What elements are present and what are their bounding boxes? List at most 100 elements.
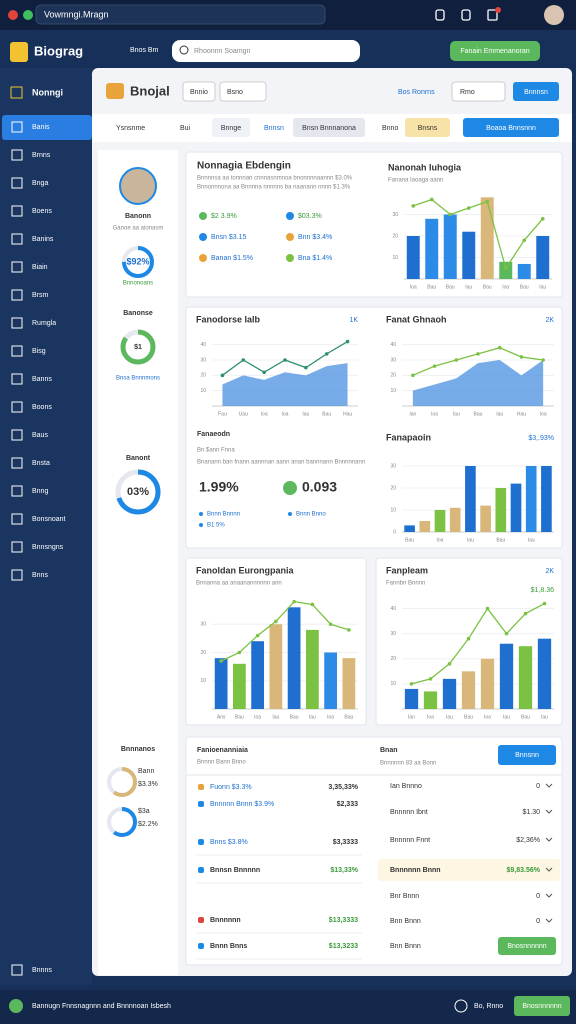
filter-chip[interactable] (405, 118, 450, 137)
label[interactable]: Bnsta (32, 460, 50, 467)
avatar[interactable] (544, 5, 564, 25)
select[interactable] (451, 81, 506, 102)
label[interactable]: Bnga (32, 180, 48, 187)
top-icons (435, 9, 498, 21)
line-dot (411, 204, 416, 208)
search-icon (179, 45, 189, 55)
button[interactable] (498, 745, 556, 765)
kpi-icon (283, 481, 297, 495)
label[interactable]: Bisg (32, 348, 46, 355)
label: Bau (235, 714, 244, 720)
label: Bnnio (190, 89, 208, 96)
label[interactable]: Baus (32, 432, 48, 439)
label: Iau (453, 411, 460, 417)
button[interactable] (514, 996, 570, 1016)
line-dot (283, 358, 287, 362)
line-dot (347, 628, 351, 632)
max-dot[interactable] (23, 10, 33, 20)
label: Bnsa Bnnnmons (116, 376, 160, 382)
label: Fanapaoin (386, 432, 431, 442)
line-dot (324, 352, 329, 356)
sidebar-icon (11, 541, 23, 553)
label: Hau (343, 411, 352, 417)
label: $3,.93% (528, 435, 554, 442)
label: $1.30 (522, 809, 540, 816)
label: Bannugn Fnnsnagnnn and Bnnnnoan Isbesh (32, 1003, 171, 1010)
line-dot (292, 599, 296, 604)
bar (510, 483, 522, 532)
label: Bnan (380, 747, 398, 754)
button[interactable] (498, 937, 556, 955)
label[interactable]: Banis (32, 124, 50, 131)
label: $92% (126, 256, 149, 266)
bar (419, 521, 431, 532)
footer-icon (454, 999, 468, 1013)
label: 10 (390, 388, 396, 394)
label: $9,83.56% (507, 867, 541, 874)
label[interactable]: Bnng (32, 488, 48, 495)
label: Ian (409, 411, 416, 417)
label: $3.3% (138, 781, 158, 788)
line (411, 602, 545, 685)
close-dot[interactable] (8, 10, 18, 20)
label: Bnsn $3.15 (211, 234, 247, 241)
button[interactable] (513, 82, 559, 101)
label: Bnnnnnn (210, 917, 241, 924)
label: Iau (496, 411, 503, 417)
label[interactable]: Bonsnoant (32, 516, 66, 523)
select[interactable] (219, 81, 267, 102)
label: Bnnnnsa aa tonnnan cnnnasnmnoa bnonnnnaa… (197, 176, 353, 182)
label: Bau (322, 411, 331, 417)
chevron[interactable] (545, 893, 553, 898)
label[interactable]: Banins (32, 236, 54, 243)
label: Bsno (227, 89, 243, 96)
line-dot (454, 358, 459, 362)
label: Bnnanna aa anaanannnnnn ann (196, 581, 282, 587)
label: 30 (200, 622, 206, 628)
label: $1 (134, 344, 142, 351)
label: 20 (390, 656, 396, 662)
label[interactable]: Brnns (32, 152, 51, 159)
sidebar-icon (11, 429, 23, 441)
bar (214, 658, 228, 709)
filter-chip[interactable] (212, 118, 250, 137)
header-link[interactable]: Bnos Bm (130, 47, 159, 54)
label: 30 (392, 212, 398, 218)
label[interactable]: Banns (32, 376, 52, 383)
label: Bnnsnn (515, 752, 539, 759)
label[interactable]: Bnnsngns (32, 544, 64, 551)
label: Uau (239, 411, 248, 417)
filter-chip[interactable] (293, 118, 365, 137)
line-dot (476, 352, 480, 356)
sidebar-icon (11, 233, 23, 245)
search-box[interactable] (172, 40, 360, 62)
label: Bnnnanos (121, 746, 155, 753)
select[interactable] (182, 81, 216, 102)
tab[interactable] (35, 4, 326, 25)
label: Bann (138, 768, 154, 775)
label[interactable]: Boens (32, 208, 52, 215)
label[interactable]: Bnns (32, 572, 48, 579)
label: Bnsns (418, 125, 438, 132)
label[interactable]: Boons (32, 404, 52, 411)
label[interactable]: Brsm (32, 292, 49, 299)
panel-logo (106, 83, 124, 99)
label[interactable]: Rumgla (32, 320, 56, 327)
label: Bnnsn (264, 125, 284, 132)
filter-chip[interactable] (463, 118, 559, 137)
header-button[interactable] (450, 41, 540, 61)
label: Fanpleam (386, 565, 428, 575)
label: B1 5% (207, 523, 225, 529)
line-dot (523, 611, 528, 616)
chevron[interactable] (545, 837, 553, 842)
row-icon (198, 801, 204, 807)
line-dot (466, 636, 471, 641)
chevron[interactable] (545, 783, 553, 788)
label[interactable]: Biain (32, 264, 48, 271)
chevron[interactable] (545, 809, 553, 814)
chevron[interactable] (545, 867, 553, 872)
item-icon (286, 212, 294, 220)
chevron[interactable] (545, 918, 553, 923)
line-dot (220, 373, 225, 378)
